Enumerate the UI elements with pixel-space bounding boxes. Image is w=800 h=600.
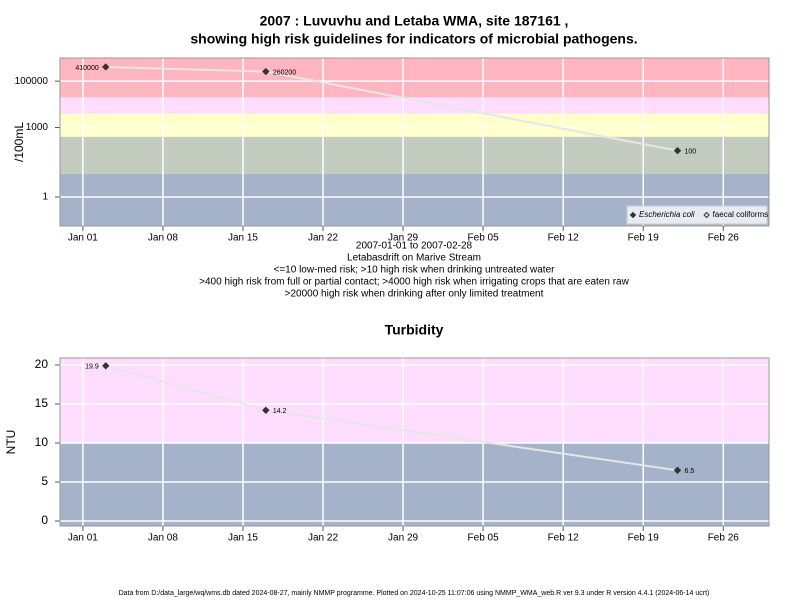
x-tick-label: Jan 22 [308,533,338,544]
data-label: 260200 [273,69,296,76]
data-label: 19.9 [85,364,99,371]
annotation: 2007-01-01 to 2007-02-28 [356,241,473,252]
footer: Data from D:/data_large/wq/wms.db dated … [119,590,710,597]
x-tick-label: Jan 08 [148,233,178,244]
legend-label: Escherichia coli [639,210,695,219]
y-axis-label: /100mL [12,122,26,162]
data-point [673,146,682,155]
risk-band [60,136,769,174]
y-tick-label: 1000 [26,122,49,133]
chart-title: 2007 : Luvuvhu and Letaba WMA, site 1871… [260,13,569,29]
x-tick-label: Jan 29 [388,533,418,544]
plot-border [59,57,770,227]
data-point [262,67,270,76]
x-tick-label: Feb 12 [548,533,580,544]
chart-title: Turbidity [385,322,444,338]
x-tick-label: Feb 19 [628,233,660,244]
data-point [262,406,270,414]
x-tick-label: Jan 15 [228,533,258,544]
annotation: >20000 high risk when drinking after onl… [285,289,544,300]
x-tick-label: Feb 19 [628,533,660,544]
data-point [102,362,110,370]
x-tick-label: Jan 01 [68,533,98,544]
x-tick-label: Feb 12 [548,233,580,244]
legend-label: faecal coliforms [713,210,769,219]
y-tick-label: 1 [42,192,48,203]
y-tick-label: 100000 [15,76,49,87]
x-tick-label: Feb 05 [468,533,500,544]
data-label: 410000 [75,65,98,72]
annotation: >400 high risk from full or partial cont… [199,277,629,288]
data-point [673,466,682,475]
y-axis-label: NTU [4,430,18,455]
annotation: <=10 low-med risk; >10 high risk when dr… [274,265,556,276]
chart-subtitle: showing high risk guidelines for indicat… [190,31,637,47]
legend-marker [629,211,637,219]
legend-box [626,205,768,225]
data-label: 6.5 [685,468,695,475]
x-tick-label: Feb 05 [468,233,500,244]
risk-band [60,113,769,137]
x-tick-label: Jan 01 [68,233,98,244]
risk-band [60,58,769,98]
y-tick-label: 0 [41,513,48,527]
y-tick-label: 20 [35,357,49,371]
x-tick-label: Jan 15 [228,233,258,244]
x-tick-label: Jan 29 [388,233,418,244]
y-tick-label: 5 [41,474,48,488]
y-tick-label: 15 [35,396,49,410]
data-label: 100 [685,149,697,156]
risk-band [60,443,769,526]
plot-border [59,357,770,527]
x-tick-label: Feb 26 [708,533,740,544]
y-tick-label: 10 [35,435,49,449]
data-label: 14.2 [273,408,287,415]
risk-band [60,358,769,444]
annotation: Letabasdrift on Marive Stream [347,253,481,264]
risk-band [60,97,769,114]
legend-marker [703,211,710,219]
x-tick-label: Jan 08 [148,533,178,544]
data-point [102,63,110,71]
x-tick-label: Feb 26 [708,233,740,244]
x-tick-label: Jan 22 [308,233,338,244]
